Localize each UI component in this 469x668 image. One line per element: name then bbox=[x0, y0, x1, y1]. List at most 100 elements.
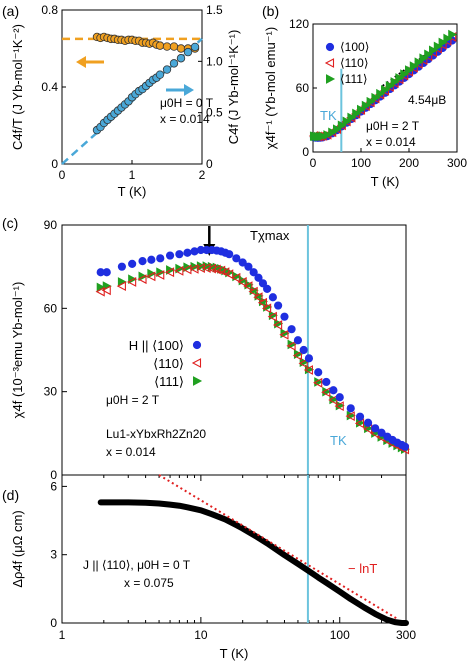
panel-c-point-s0 bbox=[147, 255, 156, 264]
panel-b-point-s2 bbox=[376, 88, 386, 99]
panel-c-point-s0 bbox=[183, 248, 192, 257]
panel-c-legend-marker bbox=[192, 340, 202, 350]
panel-c-point-s1 bbox=[101, 285, 111, 296]
panel-c-annotation-x: x = 0.014 bbox=[106, 445, 156, 459]
panel-c-point-s0 bbox=[128, 259, 137, 268]
panel-b-point-s2 bbox=[405, 65, 415, 75]
panel-b-tk-label: TK bbox=[320, 108, 337, 123]
panel-c-point-s0 bbox=[117, 262, 127, 271]
panel-c-point-s1 bbox=[345, 411, 355, 422]
panel-c-point-s1 bbox=[174, 265, 184, 276]
panel-d-fit-line bbox=[158, 474, 398, 620]
panel-d-label: (d) bbox=[2, 487, 19, 503]
panel-c-point-s1 bbox=[155, 270, 165, 280]
panel-a-point-s1 bbox=[155, 70, 165, 79]
panel-d-xlabel: T (K) bbox=[220, 646, 249, 661]
panel-b-legend-marker bbox=[326, 74, 336, 84]
panel-c-point-s0 bbox=[355, 412, 365, 421]
panel-c-annotation-compound: Lu1-xYbxRh2Zn20 bbox=[106, 427, 206, 441]
panel-b-point-s2 bbox=[342, 116, 352, 127]
panel-c-point-s1 bbox=[303, 365, 313, 375]
panel-a-ytick-left-label: 0.8 bbox=[41, 3, 58, 17]
panel-c-point-s0 bbox=[258, 279, 268, 288]
panel-b-point-s2 bbox=[318, 131, 328, 142]
panel-b-xtick-label: 0 bbox=[310, 156, 317, 170]
panel-c-point-s2 bbox=[238, 275, 248, 286]
panel-b-point-s2 bbox=[429, 45, 439, 56]
panel-c-point-s2 bbox=[268, 310, 278, 321]
panel-c-point-s0 bbox=[335, 393, 344, 402]
panel-c-point-s0 bbox=[293, 336, 303, 345]
panel-c-arrow-label: Tχmax bbox=[250, 228, 290, 243]
panel-c-point-s0 bbox=[329, 386, 338, 395]
panel-c-point-s1 bbox=[146, 271, 156, 282]
panel-a-point-s0 bbox=[162, 42, 172, 51]
panel-c: (c) 0 30 60 90 Tχmax TK H || ⟨100⟩ ⟨110⟩ ⟨111… bbox=[2, 215, 411, 482]
panel-c-point-s1 bbox=[334, 401, 344, 412]
panel-c-ytick-label: 60 bbox=[44, 301, 58, 315]
panel-a-ylabel-left: C4f/T (J Yb-mol⁻¹K⁻²) bbox=[10, 24, 25, 150]
panel-a-xtick-label: 1 bbox=[129, 168, 136, 182]
panel-d-data-line bbox=[97, 499, 409, 626]
panel-b-point-s2 bbox=[337, 120, 347, 131]
panel-b-point-s2 bbox=[424, 49, 434, 60]
panel-c-point-s1 bbox=[313, 377, 323, 388]
panel-d-ytick-label: 6 bbox=[50, 479, 57, 493]
panel-a-ytick-left-label: 0.4 bbox=[41, 80, 58, 94]
panel-c-point-s0 bbox=[232, 254, 241, 263]
panel-b-point-s2 bbox=[371, 92, 381, 103]
panel-a-ytick-right-label: 1.0 bbox=[206, 54, 223, 68]
panel-d: (d) 1 10 100 300 0 3 6 J || ⟨110⟩, μ0H = 0 T x… bbox=[2, 474, 416, 661]
panel-b-legend-label: ⟨110⟩ bbox=[340, 56, 369, 70]
panel-b-point-s2 bbox=[323, 130, 333, 140]
panel-d-xtick-label: 10 bbox=[194, 628, 208, 642]
panel-c-ytick-label: 30 bbox=[44, 385, 58, 399]
panel-c-point-s1 bbox=[298, 358, 308, 369]
panel-d-xtick-label: 300 bbox=[396, 628, 416, 642]
panel-c-point-s1 bbox=[237, 277, 247, 287]
panel-c-legend-marker bbox=[193, 376, 203, 386]
panel-c-point-s1 bbox=[164, 267, 175, 278]
panel-a-ytick-left-label: 0 bbox=[51, 157, 58, 171]
panel-c-point-s2 bbox=[274, 318, 284, 329]
panel-c-point-s1 bbox=[224, 269, 234, 280]
panel-b-point-s2 bbox=[419, 53, 429, 64]
panel-b-legend-label: ⟨111⟩ bbox=[340, 72, 368, 86]
panel-c-point-s1 bbox=[354, 418, 365, 429]
panel-a-point-s0 bbox=[169, 42, 179, 51]
panel-b-point-s2 bbox=[352, 108, 362, 119]
panel-c-point-s0 bbox=[322, 377, 331, 387]
panel-b-legend-label: ⟨100⟩ bbox=[340, 40, 369, 54]
panel-a-ytick-right-label: 0 bbox=[206, 157, 213, 171]
panel-c-point-s1 bbox=[116, 281, 126, 292]
panel-a-frame bbox=[61, 9, 203, 165]
panel-c-point-s0 bbox=[156, 254, 165, 263]
panel-b-ytick-label: 0 bbox=[302, 145, 309, 159]
panel-c-point-s1 bbox=[137, 274, 147, 285]
panel-b-legend: ⟨100⟩ ⟨110⟩ ⟨111⟩ bbox=[324, 40, 369, 86]
panel-c-point-s0 bbox=[102, 268, 111, 277]
panel-c-point-s2 bbox=[263, 302, 273, 312]
panel-d-xtick-label: 100 bbox=[330, 628, 350, 642]
panel-c-point-s0 bbox=[225, 250, 234, 259]
panel-d-ytick-label: 0 bbox=[50, 616, 57, 630]
panel-b: (b) 0 100 200 300 0 60 120 TK 4.54μB μ0H = 2 T… bbox=[262, 3, 467, 189]
panel-b-legend-marker bbox=[325, 42, 335, 52]
panel-c-point-s0 bbox=[238, 258, 247, 267]
panel-b-point-s2 bbox=[400, 69, 410, 79]
panel-b-point-s2 bbox=[390, 77, 400, 87]
panel-c-point-s0 bbox=[138, 257, 147, 266]
panel-b-point-s2 bbox=[347, 112, 357, 123]
panel-b-xlabel: T (K) bbox=[371, 174, 400, 189]
panel-c-point-s1 bbox=[286, 340, 296, 351]
panel-c-point-s1 bbox=[267, 311, 277, 322]
panel-b-point-s2 bbox=[385, 81, 395, 91]
panel-d-ytick-label: 3 bbox=[50, 548, 57, 562]
panel-c-point-s0 bbox=[299, 345, 308, 355]
panel-a-xlabel: T (K) bbox=[118, 184, 147, 199]
panel-b-point-s2 bbox=[366, 96, 376, 107]
panel-c-point-s1 bbox=[261, 303, 272, 314]
panel-a-xtick-label: 0 bbox=[59, 168, 66, 182]
panel-b-point-s2 bbox=[448, 29, 458, 40]
panel-c-point-s0 bbox=[268, 293, 277, 302]
